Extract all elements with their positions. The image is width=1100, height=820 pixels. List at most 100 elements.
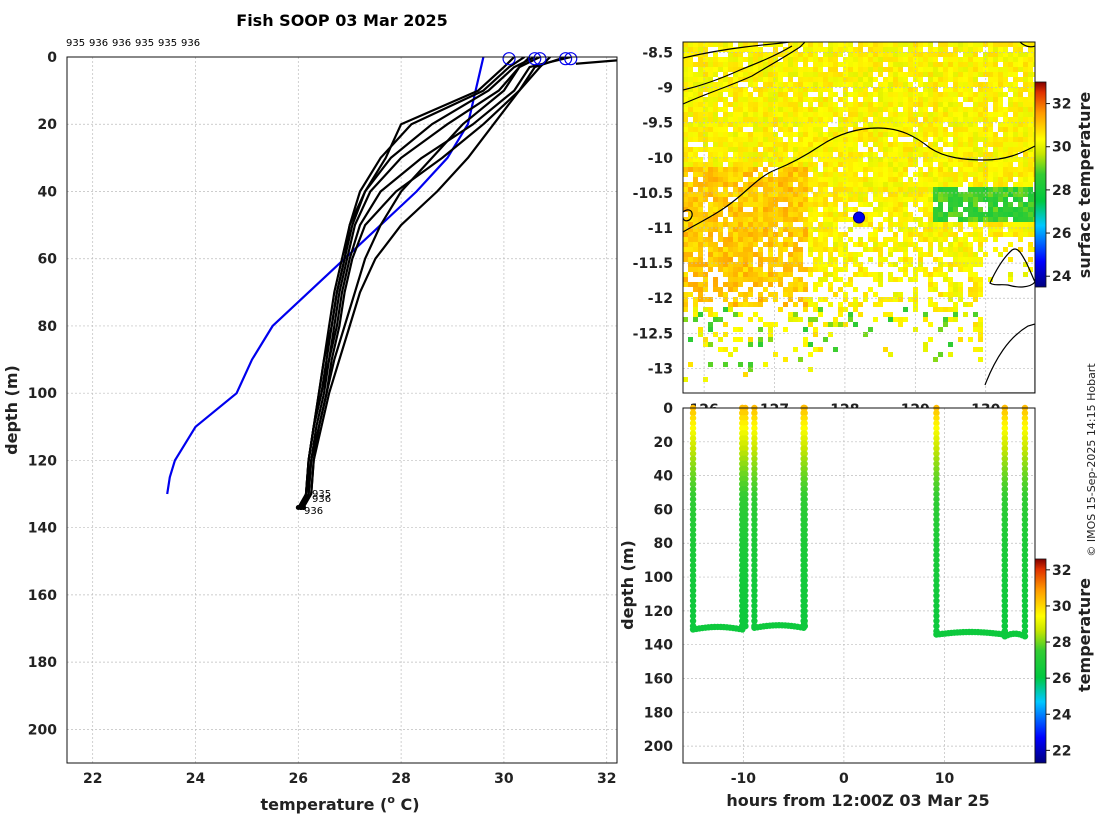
section-point xyxy=(1001,597,1009,604)
sst-pixel xyxy=(838,52,843,57)
sst-pixel xyxy=(828,202,833,207)
sst-pixel xyxy=(868,187,873,192)
sst-pixel xyxy=(808,67,813,72)
sst-pixel xyxy=(728,267,733,272)
sst-pixel xyxy=(863,177,868,182)
lat-tick-label: -12.5 xyxy=(633,326,673,342)
sst-pixel xyxy=(948,187,953,192)
sst-pixel xyxy=(933,117,938,122)
sst-pixel xyxy=(903,162,908,167)
sst-pixel xyxy=(933,102,938,107)
sst-pixel xyxy=(803,62,808,67)
sst-pixel xyxy=(748,62,753,67)
sst-pixel xyxy=(783,82,788,87)
sst-pixel xyxy=(938,182,943,187)
sst-pixel xyxy=(998,77,1003,82)
sst-pixel xyxy=(763,97,768,102)
sst-pixel xyxy=(883,217,888,222)
sst-pixel xyxy=(783,132,788,137)
sst-pixel xyxy=(853,272,858,277)
sst-pixel xyxy=(943,192,948,197)
sst-pixel xyxy=(763,137,768,142)
sst-pixel xyxy=(793,62,798,67)
sst-pixel xyxy=(788,117,793,122)
sst-pixel xyxy=(743,197,748,202)
sst-pixel xyxy=(1028,92,1033,97)
sst-pixel xyxy=(948,117,953,122)
sst-pixel xyxy=(733,187,738,192)
sst-pixel xyxy=(873,132,878,137)
sst-pixel xyxy=(828,282,833,287)
sst-pixel xyxy=(908,217,913,222)
sst-pixel xyxy=(788,297,793,302)
sst-pixel xyxy=(948,232,953,237)
sst-pixel xyxy=(853,167,858,172)
sst-pixel xyxy=(688,97,693,102)
sst-pixel xyxy=(958,147,963,152)
section-point xyxy=(739,430,746,437)
sst-pixel xyxy=(738,252,743,257)
section-point xyxy=(751,475,758,483)
sst-pixel xyxy=(723,267,728,272)
sst-pixel xyxy=(788,137,793,142)
sst-pixel xyxy=(988,177,993,182)
sst-pixel xyxy=(908,147,913,152)
sst-pixel xyxy=(808,167,813,172)
sst-pixel xyxy=(903,82,908,87)
sst-pixel xyxy=(803,87,808,92)
sst-pixel xyxy=(708,362,713,367)
sst-pixel xyxy=(928,302,933,307)
sst-pixel xyxy=(963,247,968,252)
sst-pixel xyxy=(943,322,948,327)
lat-tick-label: -11.5 xyxy=(633,256,673,272)
sst-pixel xyxy=(913,87,918,92)
sst-pixel xyxy=(1018,177,1023,182)
sst-pixel xyxy=(763,147,768,152)
sst-pixel xyxy=(1008,162,1013,167)
sst-pixel xyxy=(898,52,903,57)
sst-pixel xyxy=(973,77,978,82)
sst-pixel xyxy=(853,72,858,77)
sst-pixel xyxy=(853,302,858,307)
sst-pixel xyxy=(838,142,843,147)
sst-pixel xyxy=(753,217,758,222)
sst-pixel xyxy=(1023,147,1028,152)
sst-pixel xyxy=(988,127,993,132)
sst-pixel xyxy=(933,287,938,292)
surface-marker xyxy=(564,52,578,66)
y-tick-label: 180 xyxy=(644,705,673,721)
sst-pixel xyxy=(968,117,973,122)
sst-pixel xyxy=(948,222,953,227)
sst-pixel xyxy=(693,177,698,182)
sst-pixel xyxy=(958,297,963,302)
sst-pixel xyxy=(713,147,718,152)
sst-pixel xyxy=(1033,172,1035,177)
sst-pixel xyxy=(1013,77,1018,82)
sst-pixel xyxy=(723,117,728,122)
sst-pixel xyxy=(928,82,933,87)
sst-pixel xyxy=(758,257,763,262)
sst-pixel xyxy=(808,147,813,152)
sst-pixel xyxy=(738,112,743,117)
sst-pixel xyxy=(1023,132,1028,137)
sst-pixel xyxy=(698,327,703,332)
sst-pixel xyxy=(918,52,923,57)
sst-pixel xyxy=(728,277,733,282)
sst-pixel xyxy=(908,262,913,267)
sst-pixel xyxy=(713,82,718,87)
sst-pixel xyxy=(918,112,923,117)
section-point xyxy=(739,420,746,427)
section-point xyxy=(1021,516,1029,523)
sst-pixel xyxy=(878,187,883,192)
sst-pixel xyxy=(718,77,723,82)
sst-pixel xyxy=(913,42,918,47)
sst-pixel xyxy=(993,197,998,202)
sst-pixel xyxy=(963,117,968,122)
sst-pixel xyxy=(748,47,753,52)
sst-pixel xyxy=(888,277,893,282)
sst-pixel xyxy=(1018,92,1023,97)
sst-pixel xyxy=(708,237,713,242)
sst-pixel xyxy=(978,292,983,297)
sst-pixel xyxy=(783,302,788,307)
sst-pixel xyxy=(768,327,773,332)
